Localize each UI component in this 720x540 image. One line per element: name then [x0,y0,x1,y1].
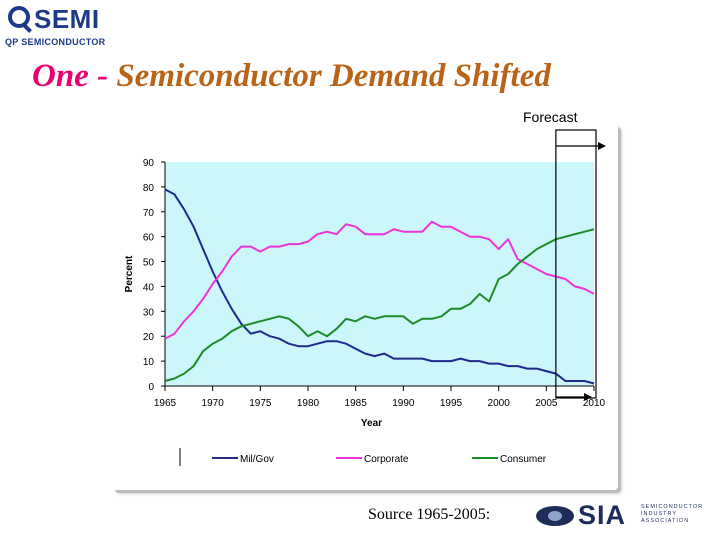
logo-subtitle: QP SEMICONDUCTOR [5,37,106,47]
legend-label-corporate: Corporate [364,454,409,465]
forecast-box [555,129,597,399]
plot-area [165,162,594,386]
x-tick-label: 1980 [297,398,320,409]
slide-title-part1: One - [32,58,109,94]
source-note: Source 1965-2005: [368,506,491,523]
x-tick-label: 1975 [249,398,272,409]
q-logo-icon [8,6,30,28]
y-axis-title: Percent [124,255,135,292]
y-tick-label: 40 [143,282,155,293]
y-tick-label: 80 [143,183,155,194]
x-axis-title: Year [361,418,382,429]
sia-logo-subtitle: SEMICONDUCTOR INDUSTRY ASSOCIATION [641,504,704,524]
y-tick-label: 60 [143,233,155,244]
legend-label-milgov: Mil/Gov [240,454,274,465]
y-tick-label: 10 [143,357,155,368]
series-line-consumer [164,228,595,382]
slide-title-part2: Semiconductor Demand Shifted [108,58,551,94]
y-tick-label: 90 [143,158,155,169]
slide-title: One - Semiconductor Demand Shifted [32,58,551,95]
forecast-arrow-head-bottom [584,393,592,401]
y-tick-label: 50 [143,258,155,269]
x-tick-label: 1985 [345,398,368,409]
legend-label-consumer: Consumer [500,454,547,465]
forecast-label: Forecast [523,109,578,125]
forecast-arrow-head-top [598,142,606,150]
sia-logo-word: SIA [578,500,627,530]
x-tick-label: 1995 [440,398,463,409]
x-tick-label: 2005 [535,398,558,409]
series-line-milgov [164,188,595,385]
x-tick-label: 1965 [154,398,177,409]
x-tick-label: 2000 [488,398,511,409]
x-tick-label: 1990 [392,398,415,409]
y-tick-label: 70 [143,208,155,219]
y-tick-label: 0 [148,382,154,393]
sia-logo: SIA SEMICONDUCTOR INDUSTRY ASSOCIATION [534,500,704,532]
y-tick-label: 30 [143,307,155,318]
sia-emblem-icon [536,506,574,526]
logo-word: SEMI [34,4,100,34]
y-tick-label: 20 [143,332,155,343]
x-tick-label: 1970 [202,398,225,409]
x-tick-label: 2010 [583,398,606,409]
semi-logo: SEMI QP SEMICONDUCTOR [4,4,106,50]
